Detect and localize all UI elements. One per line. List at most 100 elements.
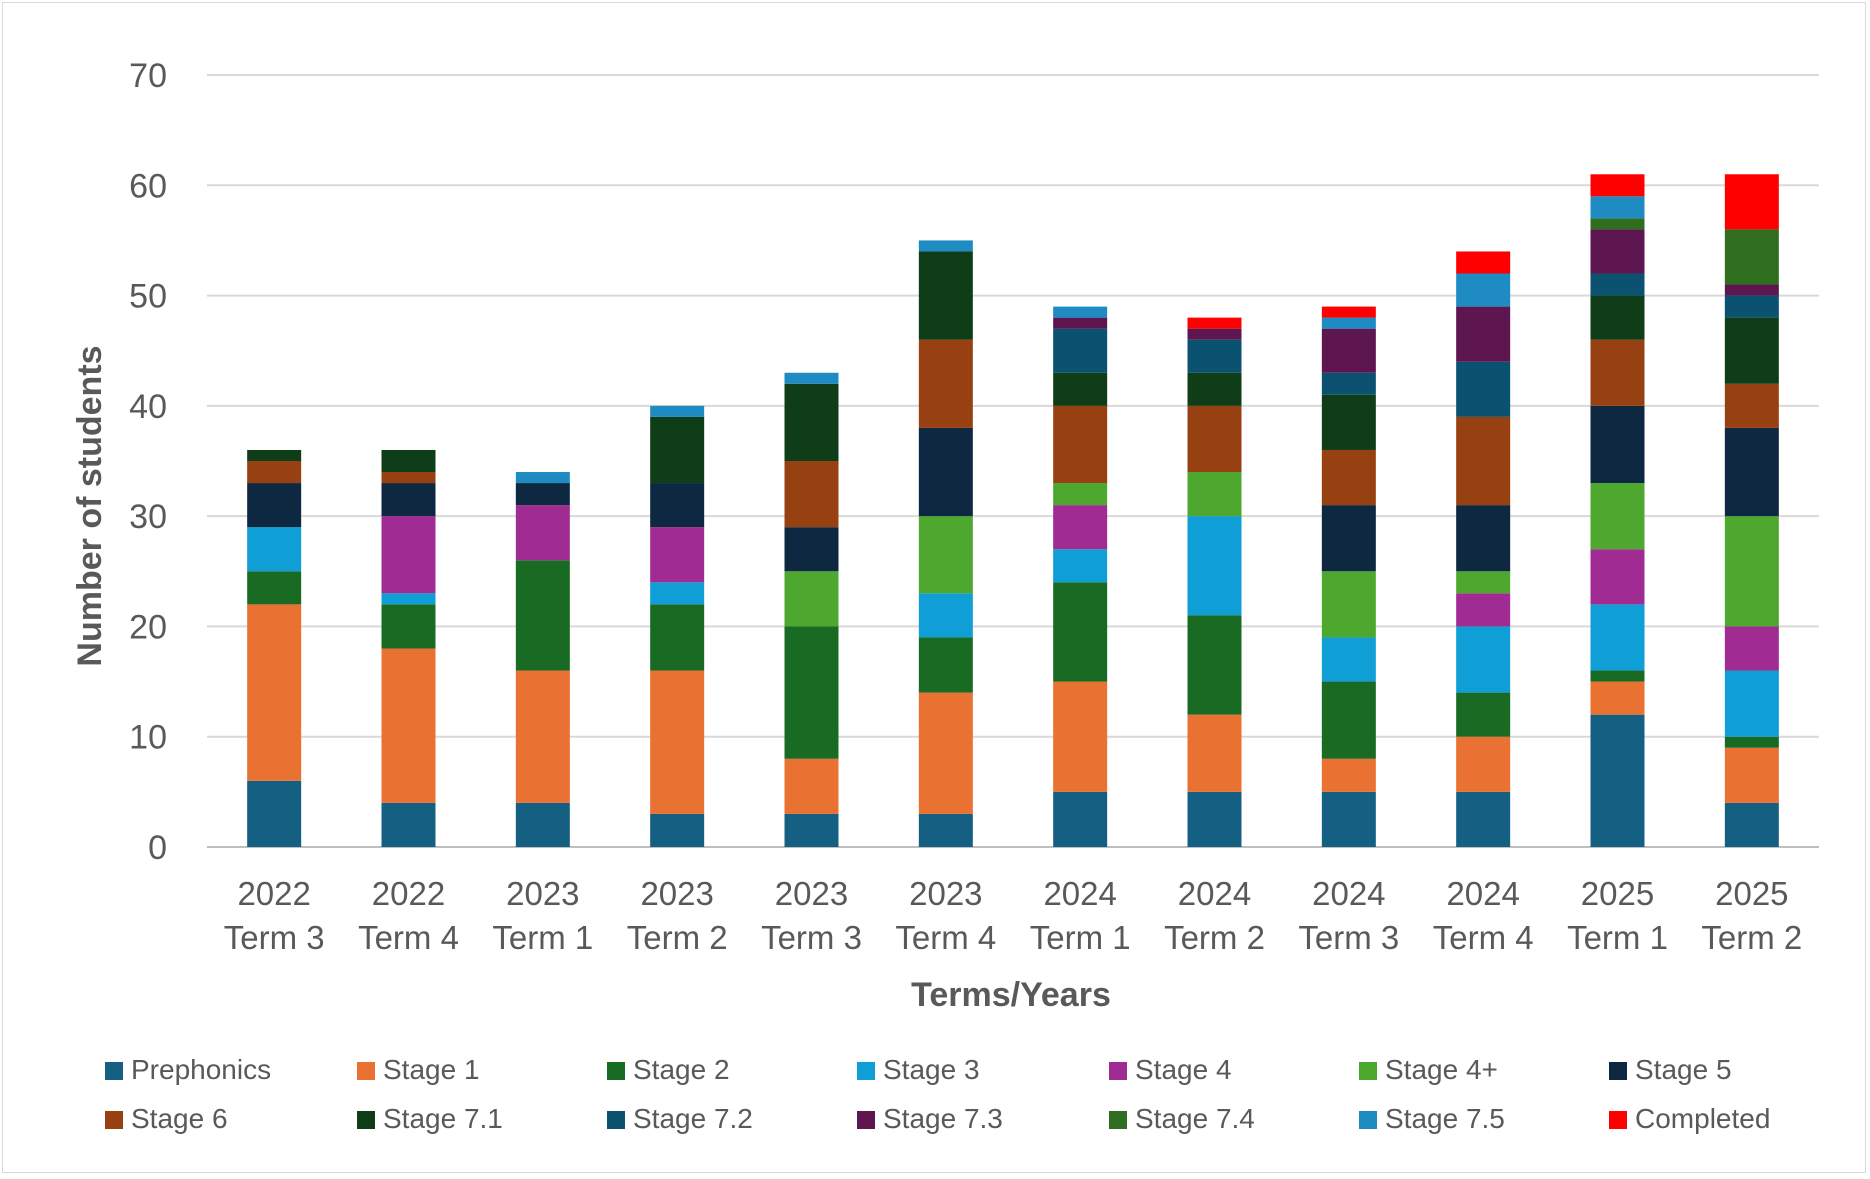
x-tick-term: Term 2 bbox=[627, 919, 728, 956]
bar-segment bbox=[1053, 372, 1108, 406]
bar-segment bbox=[1456, 791, 1511, 847]
legend-label: Stage 7.5 bbox=[1385, 1103, 1505, 1134]
bar-segment bbox=[247, 780, 302, 847]
bar-segment bbox=[381, 802, 436, 847]
legend-swatch bbox=[105, 1062, 123, 1080]
bar-segment bbox=[381, 593, 436, 605]
bar-segment bbox=[1724, 383, 1779, 428]
bar-segment bbox=[650, 813, 705, 847]
bar-segment bbox=[381, 516, 436, 594]
legend-label: Stage 5 bbox=[1635, 1054, 1732, 1085]
legend-swatch bbox=[1109, 1062, 1127, 1080]
x-tick-term: Term 1 bbox=[1567, 919, 1668, 956]
x-tick-term: Term 1 bbox=[492, 919, 593, 956]
x-tick-term: Term 3 bbox=[224, 919, 325, 956]
x-tick-year: 2025 bbox=[1581, 875, 1654, 912]
legend-swatch bbox=[1359, 1111, 1377, 1129]
bar-segment bbox=[247, 527, 302, 572]
bar-segment bbox=[918, 813, 973, 847]
bar-segment bbox=[650, 416, 705, 484]
x-tick-year: 2024 bbox=[1312, 875, 1385, 912]
x-tick-term: Term 4 bbox=[358, 919, 459, 956]
bar-segment bbox=[918, 240, 973, 252]
bar-segment bbox=[515, 505, 570, 561]
legend-swatch bbox=[1609, 1062, 1627, 1080]
legend-label: Completed bbox=[1635, 1103, 1770, 1134]
x-tick-term: Term 1 bbox=[1030, 919, 1131, 956]
bar-segment bbox=[1590, 549, 1645, 605]
x-tick-year: 2024 bbox=[1178, 875, 1251, 912]
bar-segment bbox=[650, 405, 705, 417]
legend-swatch bbox=[105, 1111, 123, 1129]
bar-segment bbox=[515, 802, 570, 847]
bar-segment bbox=[1187, 791, 1242, 847]
bar-segment bbox=[918, 692, 973, 814]
y-tick-label: 30 bbox=[129, 498, 167, 536]
bar-segment bbox=[381, 648, 436, 803]
bar-segment bbox=[1724, 736, 1779, 748]
x-tick-year: 2023 bbox=[775, 875, 848, 912]
y-tick-label: 20 bbox=[129, 608, 167, 646]
legend-swatch bbox=[357, 1111, 375, 1129]
bar-segment bbox=[1590, 196, 1645, 219]
bar-segment bbox=[784, 461, 839, 528]
y-tick-label: 50 bbox=[129, 278, 167, 316]
bar-segment bbox=[1053, 582, 1108, 682]
y-tick-label: 0 bbox=[148, 829, 167, 867]
bar-segment bbox=[1590, 714, 1645, 847]
x-tick-year: 2023 bbox=[640, 875, 713, 912]
bar-segment bbox=[918, 339, 973, 428]
bar-segment bbox=[247, 571, 302, 605]
x-tick-year: 2023 bbox=[909, 875, 982, 912]
bar-segment bbox=[515, 560, 570, 671]
x-axis-label: Terms/Years bbox=[911, 976, 1111, 1014]
bar-segment bbox=[1187, 339, 1242, 373]
bar-segment bbox=[1053, 791, 1108, 847]
bar-segment bbox=[1456, 692, 1511, 737]
x-tick-labels: 2022 Term 3 2022 Term 4 2023 Term 1 2023 Term 2… bbox=[224, 875, 1803, 956]
legend-label: Stage 7.2 bbox=[633, 1103, 753, 1134]
legend-label: Stage 1 bbox=[383, 1054, 480, 1085]
bar-segment bbox=[1724, 516, 1779, 627]
bar-segment bbox=[247, 461, 302, 484]
x-tick-term: Term 2 bbox=[1164, 919, 1265, 956]
x-tick-year: 2025 bbox=[1715, 875, 1788, 912]
x-tick-year: 2022 bbox=[237, 875, 310, 912]
bar-segment bbox=[918, 427, 973, 517]
bar-segment bbox=[1321, 571, 1376, 638]
gridlines bbox=[207, 74, 1819, 848]
bar-segment bbox=[381, 472, 436, 484]
bar-segment bbox=[1724, 317, 1779, 384]
bar-segment bbox=[918, 593, 973, 638]
legend-label: Stage 7.3 bbox=[883, 1103, 1003, 1134]
bar-segment bbox=[1724, 747, 1779, 803]
bar-segment bbox=[1053, 681, 1108, 792]
legend-swatch bbox=[857, 1111, 875, 1129]
legend-label: Stage 7.1 bbox=[383, 1103, 503, 1134]
bar-segment bbox=[1590, 339, 1645, 406]
stacked-bar-chart: 0 10 20 30 40 50 60 70 2022 Term 3 2022 Term 4 2023… bbox=[71, 57, 1819, 1134]
bar-segment bbox=[1187, 317, 1242, 329]
x-tick-term: Term 4 bbox=[1433, 919, 1534, 956]
bar-segment bbox=[650, 582, 705, 605]
legend-label: Stage 7.4 bbox=[1135, 1103, 1255, 1134]
bar-segment bbox=[1053, 405, 1108, 484]
bar-segment bbox=[1053, 317, 1108, 329]
x-tick-term: Term 4 bbox=[895, 919, 996, 956]
bar-segment bbox=[1590, 604, 1645, 671]
x-tick-term: Term 3 bbox=[1298, 919, 1399, 956]
bar-segment bbox=[1724, 295, 1779, 318]
bar-segment bbox=[1321, 394, 1376, 450]
legend-label: Stage 3 bbox=[883, 1054, 980, 1085]
bars bbox=[247, 174, 1779, 847]
bar-segment bbox=[515, 670, 570, 803]
x-tick-term: Term 2 bbox=[1701, 919, 1802, 956]
bar-segment bbox=[1053, 549, 1108, 583]
bar-segment bbox=[1053, 306, 1108, 318]
bar-segment bbox=[650, 527, 705, 583]
bar-segment bbox=[1590, 229, 1645, 274]
legend-swatch bbox=[357, 1062, 375, 1080]
bar-segment bbox=[1187, 328, 1242, 340]
bar-segment bbox=[784, 813, 839, 847]
bar-segment bbox=[381, 483, 436, 517]
